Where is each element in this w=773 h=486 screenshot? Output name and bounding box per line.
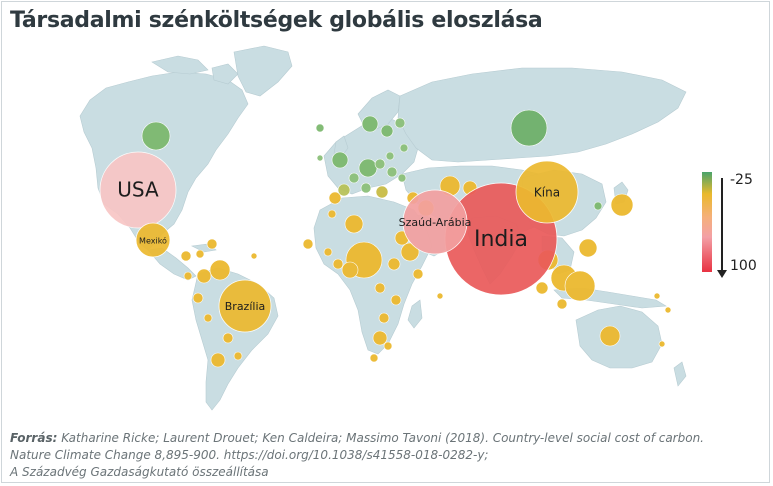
bubble-small[interactable] [653, 292, 661, 300]
bubble-small[interactable] [394, 117, 406, 129]
bubble-small[interactable] [535, 281, 549, 295]
bubble-small[interactable] [180, 250, 192, 262]
bubble-sza-d-ar-bia[interactable] [402, 189, 468, 255]
bubble-russia[interactable] [510, 109, 548, 147]
land-greenland [233, 45, 293, 97]
legend-arrow-down-icon [717, 270, 727, 278]
bubble-small[interactable] [664, 306, 672, 314]
world-map: USA India Kína Szaúd-Arábia Brazília Mexikó [79, 45, 687, 411]
source-label: Forrás: [10, 431, 58, 445]
bubble-small[interactable] [192, 292, 204, 304]
bubble-small[interactable] [593, 201, 603, 211]
source-note: Forrás: Katharine Ricke; Laurent Drouet;… [10, 430, 750, 481]
bubble-small[interactable] [360, 182, 372, 194]
bubble-small[interactable] [369, 353, 379, 363]
bubble-small[interactable] [375, 185, 389, 199]
bubble-small[interactable] [337, 183, 351, 197]
bubble-small[interactable] [206, 238, 218, 250]
bubble-small[interactable] [372, 330, 388, 346]
bubble-small[interactable] [233, 351, 243, 361]
bubble-canada[interactable] [141, 121, 171, 151]
bubble-small[interactable] [196, 268, 212, 284]
bubble-small[interactable] [386, 166, 398, 178]
label-usa: USA [117, 178, 159, 202]
label-mexik-: Mexikó [139, 236, 167, 246]
bubble-small[interactable] [341, 261, 359, 279]
bubble-small[interactable] [332, 258, 344, 270]
land-russia [397, 67, 687, 163]
bubble-small[interactable] [328, 191, 342, 205]
bubble-small[interactable] [658, 340, 666, 348]
bubble-small[interactable] [399, 143, 409, 153]
bubble-small[interactable] [610, 193, 634, 217]
legend-axis-line [721, 178, 723, 271]
bubble-small[interactable] [599, 325, 621, 347]
source-line-3: A Századvég Gazdaságkutató összeállítása [10, 465, 269, 479]
bubble-small[interactable] [436, 292, 444, 300]
bubble-small[interactable] [183, 271, 193, 281]
land-north-america [79, 71, 249, 251]
labeled-country-bubbles: USA India Kína Szaúd-Arábia Brazília Mexikó [99, 151, 579, 333]
bubble-small[interactable] [374, 282, 386, 294]
legend-top-label: -25 [730, 172, 753, 188]
bubble-small[interactable] [378, 312, 390, 324]
bubble-mexik-[interactable] [135, 222, 171, 258]
land-baffin [211, 63, 239, 85]
bubble-small[interactable] [380, 124, 394, 138]
bubble-small[interactable] [412, 268, 424, 280]
bubble-usa[interactable] [99, 151, 177, 229]
minor-country-bubbles [141, 109, 672, 368]
bubble-small[interactable] [203, 313, 213, 323]
bubble-small[interactable] [556, 298, 568, 310]
bubble-small[interactable] [358, 158, 378, 178]
legend-bottom-label: 100 [730, 258, 757, 274]
bubble-braz-lia[interactable] [218, 279, 272, 333]
bubble-small[interactable] [564, 270, 596, 302]
source-line-2: Nature Climate Change 8,895-900. https:/… [10, 448, 489, 462]
label-k-na: Kína [534, 186, 560, 200]
bubble-small[interactable] [210, 352, 226, 368]
bubble-k-na[interactable] [515, 160, 579, 224]
bubble-small[interactable] [374, 158, 386, 170]
bubble-small[interactable] [387, 257, 401, 271]
bubble-small[interactable] [209, 259, 231, 281]
bubble-small[interactable] [385, 151, 395, 161]
bubble-small[interactable] [348, 172, 360, 184]
land-new-zealand [673, 361, 687, 387]
label-sza-d-ar-bia: Szaúd-Arábia [399, 216, 472, 229]
land-uk [333, 135, 349, 157]
page-title: Társadalmi szénköltségek globális eloszl… [10, 8, 543, 33]
label-braz-lia: Brazília [225, 300, 266, 313]
bubble-small[interactable] [316, 154, 324, 162]
bubble-small[interactable] [315, 123, 325, 133]
bubble-small[interactable] [344, 214, 364, 234]
bubble-small[interactable] [578, 238, 598, 258]
bubble-small[interactable] [397, 173, 407, 183]
bubble-small[interactable] [390, 294, 402, 306]
legend-color-scale [702, 172, 712, 272]
bubble-small[interactable] [302, 238, 314, 250]
land-masses [79, 45, 687, 411]
bubble-small[interactable] [361, 115, 379, 133]
source-line-1: Forrás: Katharine Ricke; Laurent Drouet;… [10, 431, 704, 445]
bubble-small[interactable] [331, 151, 349, 169]
bubble-small[interactable] [250, 252, 258, 260]
bubble-small[interactable] [323, 247, 333, 257]
bubble-small[interactable] [327, 209, 337, 219]
land-central-america [147, 247, 197, 281]
bubble-small[interactable] [383, 341, 393, 351]
bubble-small[interactable] [195, 249, 205, 259]
land-madagascar [407, 299, 423, 329]
label-india: India [474, 227, 528, 252]
bubble-small[interactable] [400, 242, 420, 262]
bubble-small[interactable] [222, 332, 234, 344]
land-arctic-islands [151, 55, 209, 75]
color-legend: -25 100 [694, 166, 764, 284]
